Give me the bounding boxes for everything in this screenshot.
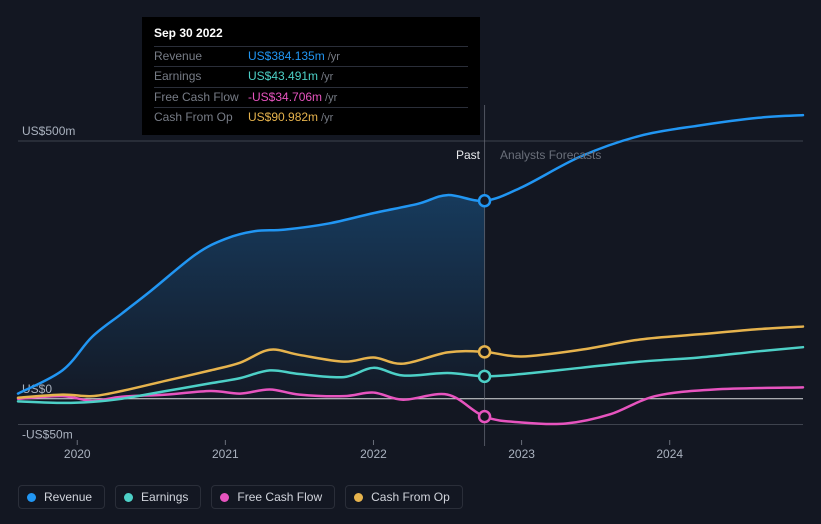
tooltip-row-value: US$384.135m	[248, 48, 325, 65]
legend-item[interactable]: Cash From Op	[345, 485, 463, 509]
svg-text:2024: 2024	[656, 447, 683, 461]
svg-text:-US$50m: -US$50m	[22, 428, 73, 442]
svg-text:US$500m: US$500m	[22, 124, 75, 138]
financial-chart: -US$50mUS$0US$500m20202021202220232024 P…	[0, 0, 821, 524]
tooltip-row: Free Cash Flow-US$34.706m/yr	[154, 87, 468, 107]
tooltip-row-label: Earnings	[154, 68, 248, 85]
svg-text:2021: 2021	[212, 447, 239, 461]
legend-item-label: Free Cash Flow	[237, 490, 322, 504]
tooltip-row: RevenueUS$384.135m/yr	[154, 46, 468, 66]
tooltip-row-unit: /yr	[328, 50, 340, 65]
tooltip-row-value: US$43.491m	[248, 68, 318, 85]
forecast-label: Analysts Forecasts	[500, 148, 601, 162]
legend-dot-icon	[220, 493, 229, 502]
legend-dot-icon	[354, 493, 363, 502]
tooltip-row-value: -US$34.706m	[248, 89, 322, 106]
section-labels: Past Analysts Forecasts	[456, 148, 601, 162]
svg-text:2020: 2020	[64, 447, 91, 461]
tooltip-row-unit: /yr	[321, 111, 333, 126]
tooltip-row: EarningsUS$43.491m/yr	[154, 66, 468, 86]
tooltip-date: Sep 30 2022	[154, 23, 468, 46]
tooltip-row-label: Free Cash Flow	[154, 89, 248, 106]
svg-text:2022: 2022	[360, 447, 387, 461]
legend-item-label: Cash From Op	[371, 490, 450, 504]
legend-item[interactable]: Free Cash Flow	[211, 485, 335, 509]
tooltip-row-unit: /yr	[321, 70, 333, 85]
tooltip-row-label: Revenue	[154, 48, 248, 65]
tooltip-row-value: US$90.982m	[248, 109, 318, 126]
legend-item[interactable]: Revenue	[18, 485, 105, 509]
legend-item-label: Earnings	[141, 490, 188, 504]
tooltip-row: Cash From OpUS$90.982m/yr	[154, 107, 468, 127]
past-label: Past	[456, 148, 480, 162]
legend-dot-icon	[27, 493, 36, 502]
tooltip-row-label: Cash From Op	[154, 109, 248, 126]
chart-legend: Revenue Earnings Free Cash Flow Cash From O…	[18, 485, 463, 509]
legend-item[interactable]: Earnings	[115, 485, 201, 509]
legend-dot-icon	[124, 493, 133, 502]
legend-item-label: Revenue	[44, 490, 92, 504]
svg-text:2023: 2023	[508, 447, 535, 461]
chart-tooltip: Sep 30 2022 RevenueUS$384.135m/yrEarning…	[142, 17, 480, 135]
tooltip-row-unit: /yr	[325, 91, 337, 106]
